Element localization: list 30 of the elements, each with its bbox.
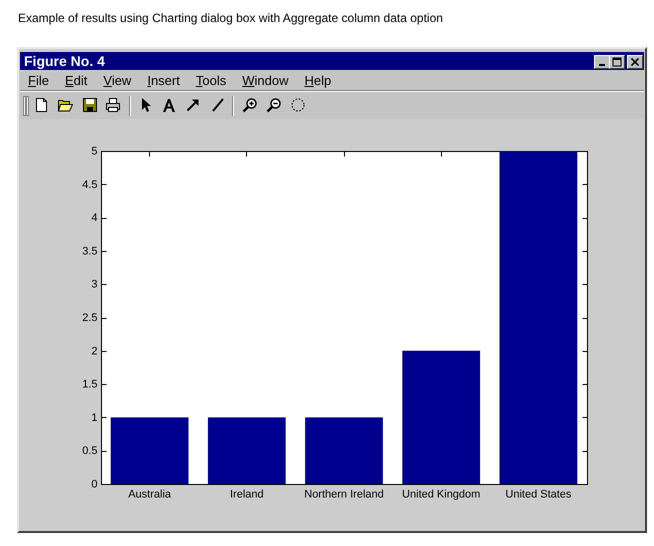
y-tick-label: 2 <box>91 345 98 358</box>
y-tick-label: 4 <box>91 212 98 224</box>
text: Figure No. 4 <box>24 52 105 70</box>
y-tick-label: 3 <box>91 278 98 291</box>
y-tick-label: 0.5 <box>82 445 98 458</box>
text: Help <box>304 72 332 89</box>
x-tick-label: United Kingdom <box>402 488 480 500</box>
bar <box>402 350 480 484</box>
y-tick-label: 0 <box>91 478 98 490</box>
y-tick-label: 1 <box>91 412 98 424</box>
x-tick-label: Australia <box>128 488 172 500</box>
bar <box>305 417 383 484</box>
chart-title: Example of results using Charting dialog box with Aggregate column data option <box>18 11 443 25</box>
text: Insert <box>147 72 180 89</box>
text: File <box>28 72 49 89</box>
y-tick-label: 2.5 <box>82 312 98 324</box>
x-tick-label: Ireland <box>230 488 264 500</box>
y-tick-label: 1.5 <box>82 378 98 391</box>
y-tick-label: 5 <box>91 146 98 158</box>
text: Edit <box>64 72 88 89</box>
x-tick-label: United States <box>505 488 572 500</box>
x-tick-label: Northern Ireland <box>304 488 384 500</box>
y-tick-label: 3.5 <box>82 245 98 258</box>
bar <box>500 151 578 484</box>
bar <box>110 417 188 484</box>
text: Window <box>242 72 288 89</box>
bar <box>208 417 286 484</box>
text: View <box>103 72 132 89</box>
text: Tools <box>196 72 226 89</box>
y-tick-label: 4.5 <box>82 178 98 191</box>
